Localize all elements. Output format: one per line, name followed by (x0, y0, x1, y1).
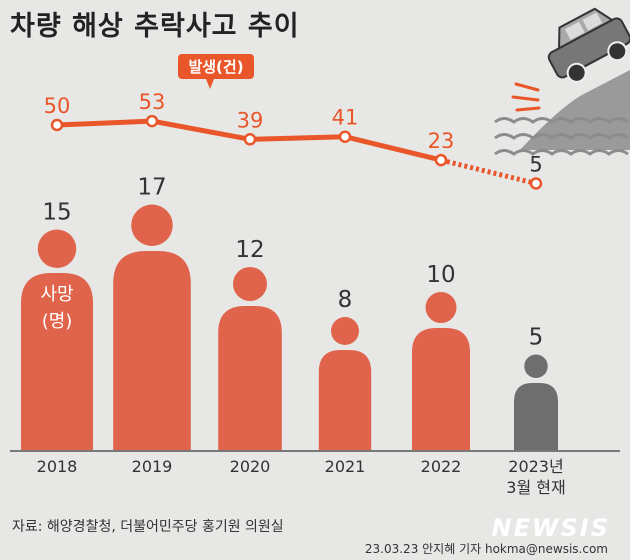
category-tick-label: 2021 (325, 457, 366, 476)
occurrence-legend-label: 발생(건) (188, 58, 243, 76)
occurrence-label: 50 (44, 94, 71, 118)
car-window (564, 21, 585, 40)
death-legend-label: (명) (42, 311, 73, 332)
death-count-label: 15 (42, 200, 71, 226)
death-pictogram (412, 292, 470, 450)
occurrence-point (529, 177, 543, 190)
newsis-logo: NEWSIS (491, 514, 610, 542)
person-head (425, 292, 457, 323)
occurrence-point (243, 133, 257, 146)
occurrence-point (50, 118, 64, 132)
death-pictogram (318, 317, 372, 450)
occurrence-label: 5 (529, 153, 542, 177)
person-head (331, 317, 359, 345)
occurrence-point (338, 130, 352, 143)
car-sea-illustration (494, 7, 630, 156)
occurrence-point (434, 153, 448, 167)
wave-line (494, 117, 629, 124)
category-tick-label: 2023년 (508, 457, 563, 476)
occurrence-label: 23 (428, 129, 455, 153)
occurrence-label: 53 (139, 90, 166, 114)
car-wheel (607, 41, 628, 62)
person-body (318, 350, 372, 450)
legend-bubble-tail (206, 79, 214, 89)
category-tick-label: 2019 (132, 457, 173, 476)
occurrence-label: 41 (332, 106, 359, 130)
death-pictogram (514, 354, 558, 450)
person-head (37, 229, 77, 268)
death-count-label: 12 (235, 237, 264, 263)
person-body (514, 383, 558, 450)
death-pictogram (218, 267, 282, 450)
death-count-label: 17 (137, 175, 166, 201)
occurrence-line-projection (440, 157, 537, 186)
person-head (233, 267, 267, 301)
occurrence-point (145, 114, 159, 128)
category-tick-label: 3월 현재 (506, 478, 565, 497)
impact-mark (515, 106, 541, 112)
legend-bubble (178, 54, 254, 79)
credit-line: 23.03.23 안지혜 기자 hokma@newsis.com (364, 542, 608, 556)
person-body (113, 251, 191, 450)
death-count-label: 5 (529, 325, 544, 351)
car-window (582, 12, 603, 31)
impact-mark (511, 95, 540, 102)
source-note: 자료: 해양경찰청, 더불어민주당 홍기원 의원실 (12, 519, 284, 535)
person-body (412, 328, 470, 450)
chart-title: 차량 해상 추락사고 추이 (10, 11, 300, 42)
death-pictogram (113, 204, 191, 450)
category-tick-label: 2022 (421, 457, 462, 476)
death-legend-label: 사망 (40, 284, 73, 305)
car-icon (547, 7, 630, 83)
person-body (21, 273, 93, 450)
person-head (524, 354, 548, 378)
category-tick-label: 2020 (230, 457, 271, 476)
car-wheel (566, 62, 587, 83)
impact-mark (514, 82, 540, 92)
occurrence-legend-callout: 발생(건) (178, 54, 254, 89)
person-head (131, 204, 173, 246)
wave-line (494, 149, 629, 156)
death-pictogram (21, 229, 93, 450)
category-tick-label: 2018 (37, 457, 78, 476)
wave-line (494, 133, 629, 140)
death-count-label: 10 (426, 262, 455, 288)
occurrence-label: 39 (237, 108, 264, 132)
cliff-shape (520, 70, 630, 150)
death-count-label: 8 (338, 287, 353, 313)
person-body (218, 306, 282, 450)
